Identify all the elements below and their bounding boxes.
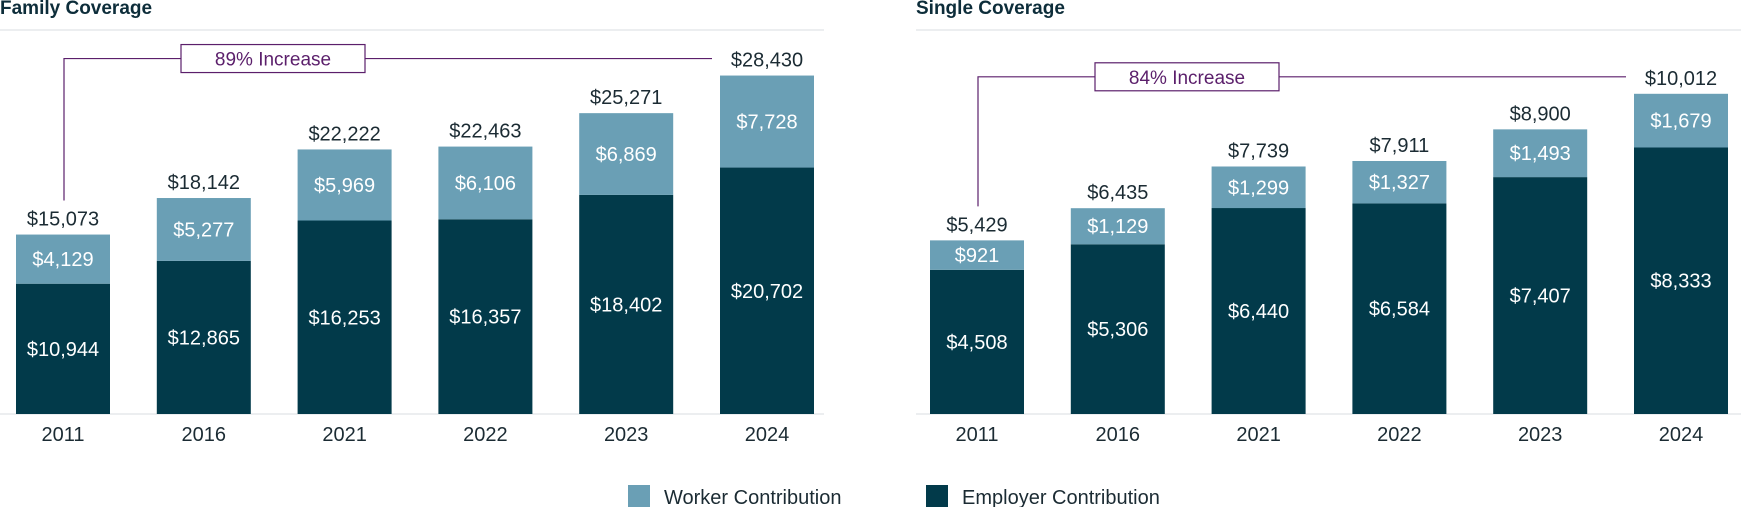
- family-employer-bar-2024: [720, 167, 814, 414]
- single-worker-bar-2016: [1070, 208, 1165, 245]
- single-x-tick-2023: 2023: [1518, 424, 1563, 446]
- single-total-label-2011: $5,429: [946, 214, 1007, 236]
- family-worker-bar-2021: [297, 149, 392, 221]
- single-worker-bar-2024: [1634, 93, 1728, 148]
- family-worker-label-2011: $4,129: [32, 249, 93, 271]
- single-total-label-2024: $10,012: [1645, 68, 1717, 90]
- family-employer-bar-2022: [438, 219, 533, 414]
- single-employer-bar-2016: [1070, 244, 1165, 414]
- legend-worker-swatch: [628, 485, 650, 507]
- single-employer-label-2016: $5,306: [1087, 319, 1148, 341]
- single-x-tick-2024: 2024: [1659, 424, 1704, 446]
- family-worker-bar-2024: [720, 75, 814, 168]
- family-x-tick-2022: 2022: [463, 424, 508, 446]
- family-worker-bar-2016: [156, 198, 251, 261]
- family-worker-label-2016: $5,277: [173, 219, 234, 241]
- family-employer-label-2023: $18,402: [590, 294, 662, 316]
- single-coverage-title: Single Coverage: [916, 0, 1065, 19]
- single-increase-label: 84% Increase: [1129, 68, 1245, 89]
- legend-worker-label: Worker Contribution: [664, 487, 841, 507]
- legend-employer-label: Employer Contribution: [962, 487, 1160, 507]
- single-employer-label-2023: $7,407: [1510, 286, 1571, 308]
- family-employer-label-2016: $12,865: [168, 327, 240, 349]
- family-x-tick-2024: 2024: [745, 424, 790, 446]
- single-total-label-2016: $6,435: [1087, 182, 1148, 204]
- single-increase-box: [1094, 62, 1280, 92]
- single-worker-bar-2021: [1211, 166, 1306, 209]
- family-total-label-2024: $28,430: [731, 50, 803, 72]
- family-coverage-chart: Family Coverage $10,944 $4,129 $15,073 2011…: [0, 0, 824, 446]
- single-x-tick-2022: 2022: [1377, 424, 1422, 446]
- single-total-label-2021: $7,739: [1228, 140, 1289, 162]
- single-worker-label-2021: $1,299: [1228, 177, 1289, 199]
- family-increase-box: [180, 43, 366, 74]
- single-employer-bar-2023: [1493, 177, 1588, 414]
- single-worker-bar-2011: [930, 240, 1024, 270]
- family-worker-label-2021: $5,969: [314, 175, 375, 197]
- family-total-label-2023: $25,271: [590, 87, 662, 109]
- family-worker-label-2024: $7,728: [736, 112, 797, 134]
- family-employer-bar-2016: [156, 260, 251, 414]
- family-total-label-2021: $22,222: [308, 123, 380, 145]
- single-coverage-chart: Single Coverage $4,508 $921 $5,429 2011 $5,3…: [916, 0, 1741, 446]
- family-employer-label-2024: $20,702: [731, 281, 803, 303]
- single-worker-bar-2023: [1493, 129, 1588, 178]
- single-worker-label-2024: $1,679: [1650, 111, 1711, 133]
- family-coverage-title: Family Coverage: [0, 0, 152, 19]
- family-employer-bar-2023: [579, 194, 674, 414]
- family-employer-label-2021: $16,253: [308, 307, 380, 329]
- family-increase-label: 89% Increase: [215, 50, 331, 71]
- family-worker-bar-2022: [438, 146, 533, 220]
- single-employer-bar-2021: [1211, 208, 1306, 414]
- family-worker-label-2023: $6,869: [596, 144, 657, 166]
- family-worker-label-2022: $6,106: [455, 173, 516, 195]
- family-x-tick-2011: 2011: [41, 424, 84, 446]
- legend: Worker Contribution Employer Contributio…: [628, 485, 1160, 507]
- single-worker-label-2022: $1,327: [1369, 172, 1430, 194]
- single-worker-label-2023: $1,493: [1510, 143, 1571, 165]
- family-worker-bar-2011: [16, 234, 110, 284]
- single-worker-label-2016: $1,129: [1087, 216, 1148, 238]
- single-worker-bar-2022: [1352, 160, 1447, 204]
- single-employer-label-2024: $8,333: [1650, 271, 1711, 293]
- single-employer-bar-2011: [930, 269, 1024, 414]
- single-x-tick-2016: 2016: [1096, 424, 1141, 446]
- single-x-tick-2021: 2021: [1236, 424, 1281, 446]
- family-employer-label-2022: $16,357: [449, 307, 521, 329]
- family-x-tick-2016: 2016: [182, 424, 227, 446]
- family-worker-bar-2023: [579, 113, 674, 195]
- single-total-label-2022: $7,911: [1370, 135, 1430, 157]
- family-total-label-2011: $15,073: [27, 209, 99, 231]
- single-increase-bracket: [977, 76, 1626, 207]
- family-employer-bar-2011: [16, 283, 110, 414]
- single-x-tick-2011: 2011: [955, 424, 998, 446]
- single-employer-label-2021: $6,440: [1228, 301, 1289, 323]
- single-employer-bar-2024: [1634, 147, 1728, 414]
- legend-employer-swatch: [926, 485, 948, 507]
- family-employer-bar-2021: [297, 220, 392, 414]
- family-x-tick-2021: 2021: [322, 424, 367, 446]
- single-total-label-2023: $8,900: [1510, 103, 1571, 125]
- family-x-tick-2023: 2023: [604, 424, 649, 446]
- single-employer-label-2011: $4,508: [946, 332, 1007, 354]
- single-employer-bar-2022: [1352, 203, 1447, 414]
- single-worker-label-2011: $921: [955, 245, 1000, 267]
- single-employer-label-2022: $6,584: [1369, 299, 1430, 321]
- family-employer-label-2011: $10,944: [27, 339, 99, 361]
- family-total-label-2016: $18,142: [168, 172, 240, 194]
- family-increase-bracket: [63, 57, 712, 201]
- family-total-label-2022: $22,463: [449, 121, 521, 143]
